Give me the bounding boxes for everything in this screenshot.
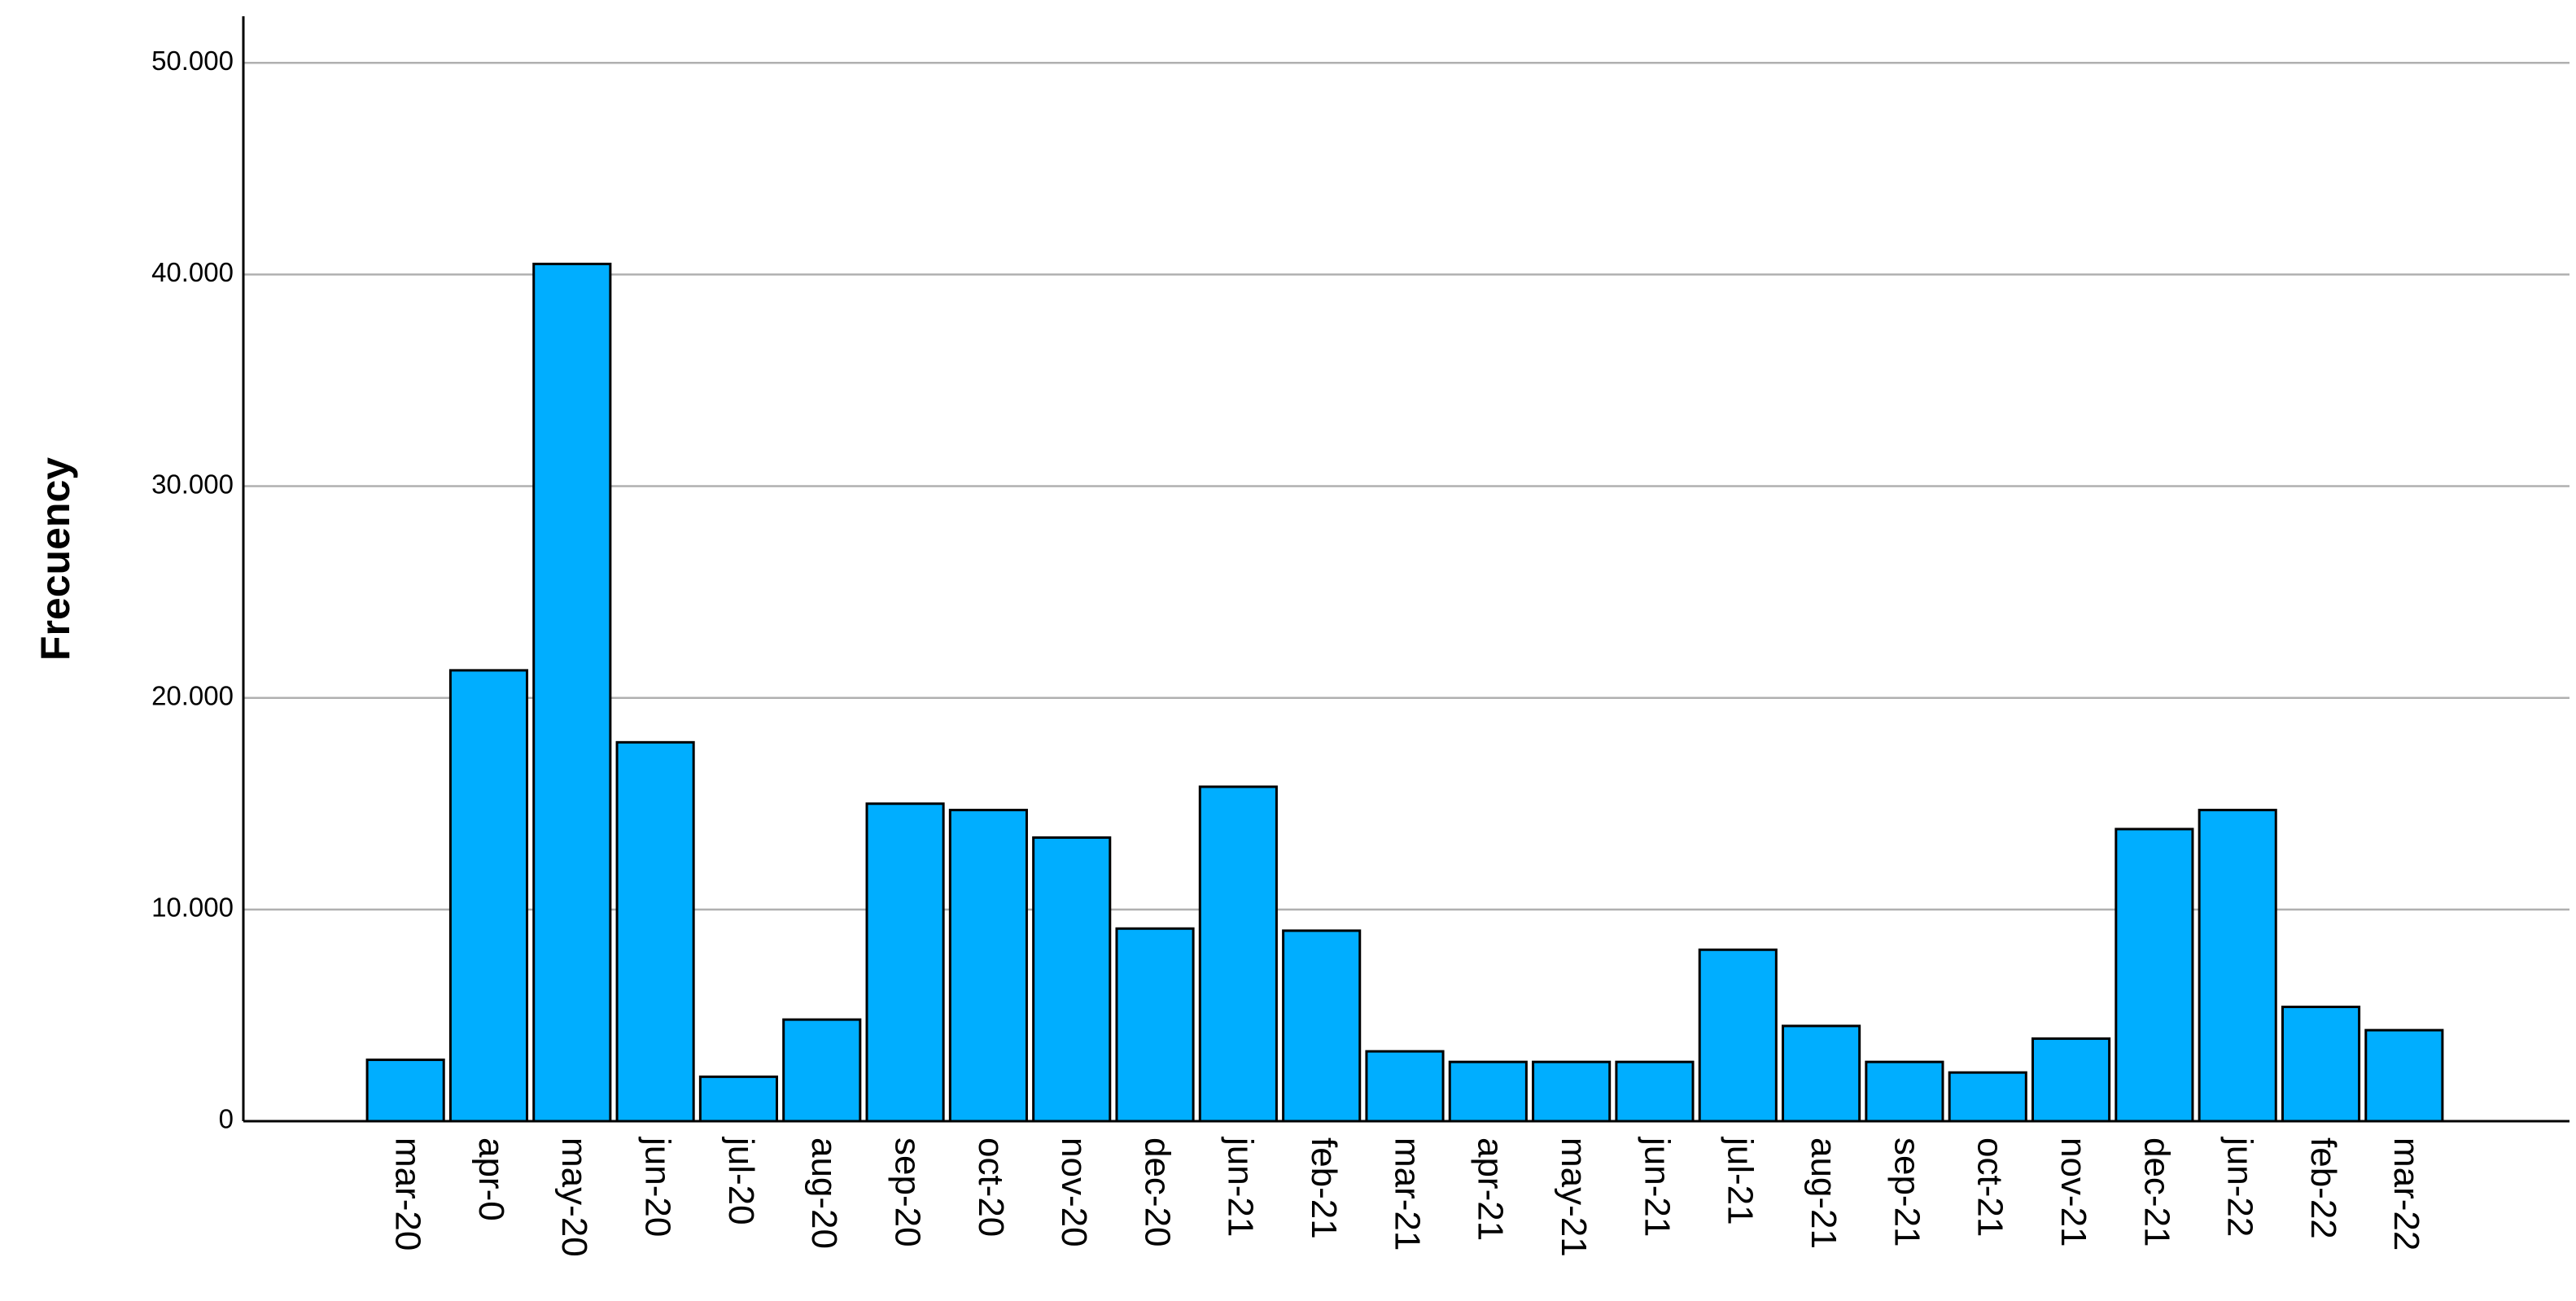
- x-tick-label: apr-0: [471, 1137, 511, 1221]
- x-tick-label: nov-20: [1054, 1137, 1094, 1247]
- bar: [1615, 1060, 1695, 1123]
- bar: [2364, 1028, 2444, 1123]
- x-tick-label: may-21: [1554, 1137, 1594, 1257]
- bar: [1948, 1071, 2027, 1123]
- x-tick-label: jul-21: [1721, 1136, 1760, 1225]
- bar: [2198, 809, 2277, 1123]
- bar: [1282, 929, 1362, 1123]
- y-tick-label: 0: [219, 1104, 234, 1134]
- x-tick-label: aug-20: [804, 1137, 844, 1249]
- bar: [948, 809, 1028, 1123]
- bar: [1198, 785, 1278, 1123]
- x-tick-label: jun-22: [2220, 1136, 2260, 1237]
- x-tick-label: feb-22: [2303, 1137, 2343, 1239]
- x-tick-label: mar-20: [388, 1137, 428, 1251]
- y-tick-label: 10.000: [151, 893, 234, 923]
- x-tick-label: sep-21: [1887, 1137, 1927, 1247]
- x-tick-label: dec-21: [2136, 1137, 2176, 1247]
- bar: [782, 1018, 862, 1123]
- bar: [615, 740, 695, 1123]
- bar: [698, 1075, 779, 1123]
- x-tick-label: dec-20: [1137, 1137, 1177, 1247]
- x-tick-label: jul-20: [721, 1136, 761, 1225]
- bar: [2115, 827, 2194, 1123]
- x-tick-label: mar-22: [2386, 1137, 2426, 1251]
- bar: [1532, 1060, 1612, 1123]
- bar: [1865, 1060, 1944, 1123]
- x-tick-label: oct-21: [1970, 1137, 2010, 1237]
- bar: [365, 1059, 445, 1123]
- x-tick-label: oct-20: [971, 1137, 1011, 1237]
- y-tick-label: 30.000: [151, 469, 234, 499]
- bar: [1032, 836, 1112, 1123]
- x-tick-label: jun-20: [637, 1136, 677, 1237]
- x-tick-label: feb-21: [1304, 1137, 1344, 1239]
- y-tick-label: 40.000: [151, 257, 234, 287]
- x-tick-label: mar-21: [1387, 1137, 1427, 1251]
- bar: [865, 802, 945, 1123]
- x-tick-label: jun-21: [1637, 1136, 1677, 1237]
- x-tick-label: nov-21: [2053, 1137, 2093, 1247]
- bar: [1365, 1050, 1445, 1123]
- x-tick-label: may-20: [554, 1137, 594, 1257]
- y-tick-label: 50.000: [151, 46, 234, 76]
- bar: [532, 262, 612, 1123]
- x-tick-label: jun-21: [1221, 1136, 1261, 1237]
- bar: [2281, 1006, 2361, 1123]
- bar: [1698, 948, 1778, 1123]
- bar: [1782, 1024, 1861, 1123]
- bar: [2031, 1037, 2111, 1123]
- x-tick-label: sep-20: [887, 1137, 927, 1247]
- bar: [1115, 927, 1195, 1123]
- x-tick-label: aug-21: [1804, 1137, 1843, 1249]
- bar: [448, 669, 529, 1123]
- bar: [1448, 1060, 1528, 1123]
- y-tick-label: 20.000: [151, 680, 234, 710]
- x-tick-label: apr-21: [1471, 1137, 1511, 1241]
- y-axis-label: Frecuency: [33, 457, 78, 661]
